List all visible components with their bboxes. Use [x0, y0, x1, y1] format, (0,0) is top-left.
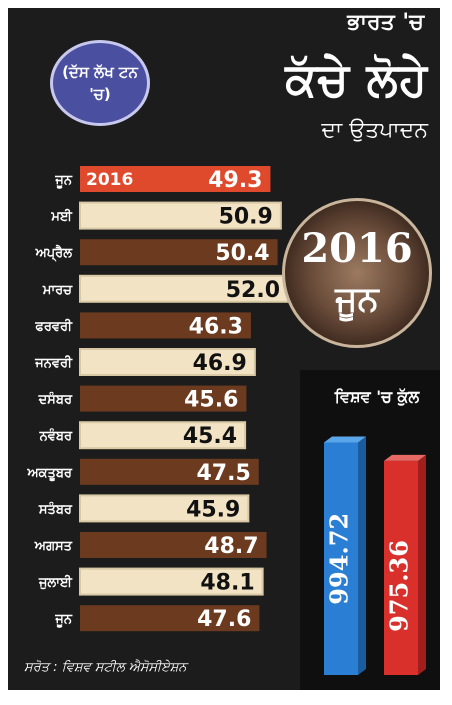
title-line-3: ਦਾ ਉਤਪਾਦਨ [321, 118, 428, 143]
unit-label: (ਦੱਸ ਲੱਖ ਟਨ 'ਚ) [62, 63, 138, 103]
unit-badge: (ਦੱਸ ਲੱਖ ਟਨ 'ਚ) [50, 40, 150, 126]
bar [80, 605, 260, 632]
bar-value-label: 50.9 [219, 205, 273, 230]
bar-value-label: 48.7 [204, 534, 258, 559]
world-bar-top [324, 436, 366, 443]
bar [79, 567, 264, 596]
bar [80, 239, 278, 266]
chart-title: ਕੱਚੇ ਲੋਹੇ [285, 52, 428, 106]
bar-value-label: 45.4 [183, 424, 237, 449]
bar-value-label: 48.1 [200, 571, 254, 596]
bar-category-label: ਅਪ੍ਰੈਲ [35, 244, 74, 262]
bar [80, 312, 251, 339]
bar-value-label: 46.9 [193, 351, 247, 376]
bar [80, 166, 271, 192]
world-bar-top [384, 454, 426, 461]
world-bar-value-label: 994.72 [325, 513, 354, 605]
world-bar-side [358, 436, 366, 675]
bar-value-label: 47.6 [197, 607, 251, 632]
bar-value-label: 46.3 [189, 314, 243, 339]
bar-category-label: ਜੂਨ [54, 612, 72, 628]
bar-value-label: 47.5 [196, 461, 250, 486]
bar-category-label: ਅਗਸਤ [34, 539, 73, 554]
bar [79, 201, 282, 230]
bar [80, 532, 267, 558]
bar-category-label: ਫਰਵਰੀ [34, 318, 73, 334]
bar [79, 348, 256, 376]
bar-value-label: 45.6 [184, 388, 238, 413]
medallion-month: ਜੂਨ [335, 279, 379, 319]
bar-category-label: ਨਵੰਬਰ [39, 427, 73, 444]
world-bar-side [418, 454, 426, 675]
world-bar [324, 442, 358, 675]
bar-category-label: ਜਨਵਰੀ [34, 355, 73, 371]
bar [80, 458, 259, 485]
world-bar [384, 460, 418, 675]
bar-category-label: ਜੂਨ [54, 173, 72, 189]
bar-year-tag: 2016 [86, 170, 133, 190]
bar-category-label: ਮਾਰਚ [42, 283, 73, 298]
bar-category-label: ਸਤੰਬਰ [38, 500, 73, 517]
bar-value-label: 50.4 [215, 241, 269, 266]
bar-category-label: ਅਕਤੂਬਰ [26, 466, 72, 482]
bar [79, 421, 247, 450]
bar-value-label: 45.9 [186, 497, 240, 522]
bar-value-label: 49.3 [208, 168, 262, 193]
bar-category-label: ਦਸੰਬਰ [38, 391, 73, 408]
world-bar-value-label: 975.36 [385, 540, 414, 632]
medallion-year: 2016 [301, 225, 413, 272]
bar [80, 385, 247, 412]
bar-value-label: 52.0 [226, 278, 280, 303]
title-line-1: ਭਾਰਤ 'ਚ [347, 10, 424, 35]
bar [79, 494, 250, 523]
bar-category-label: ਜੁਲਾਈ [38, 575, 73, 591]
world-total-label: ਵਿਸ਼ਵ 'ਚ ਕੁੱਲ [334, 387, 420, 406]
source-note: ਸਰੋਤ : ਵਿਸ਼ਵ ਸਟੀਲ ਐਸੋਸੀਏਸ਼ਨ [24, 660, 187, 675]
bar-category-label: ਮਈ [50, 209, 73, 225]
june-2016-medallion: 2016 ਜੂਨ [282, 198, 432, 348]
